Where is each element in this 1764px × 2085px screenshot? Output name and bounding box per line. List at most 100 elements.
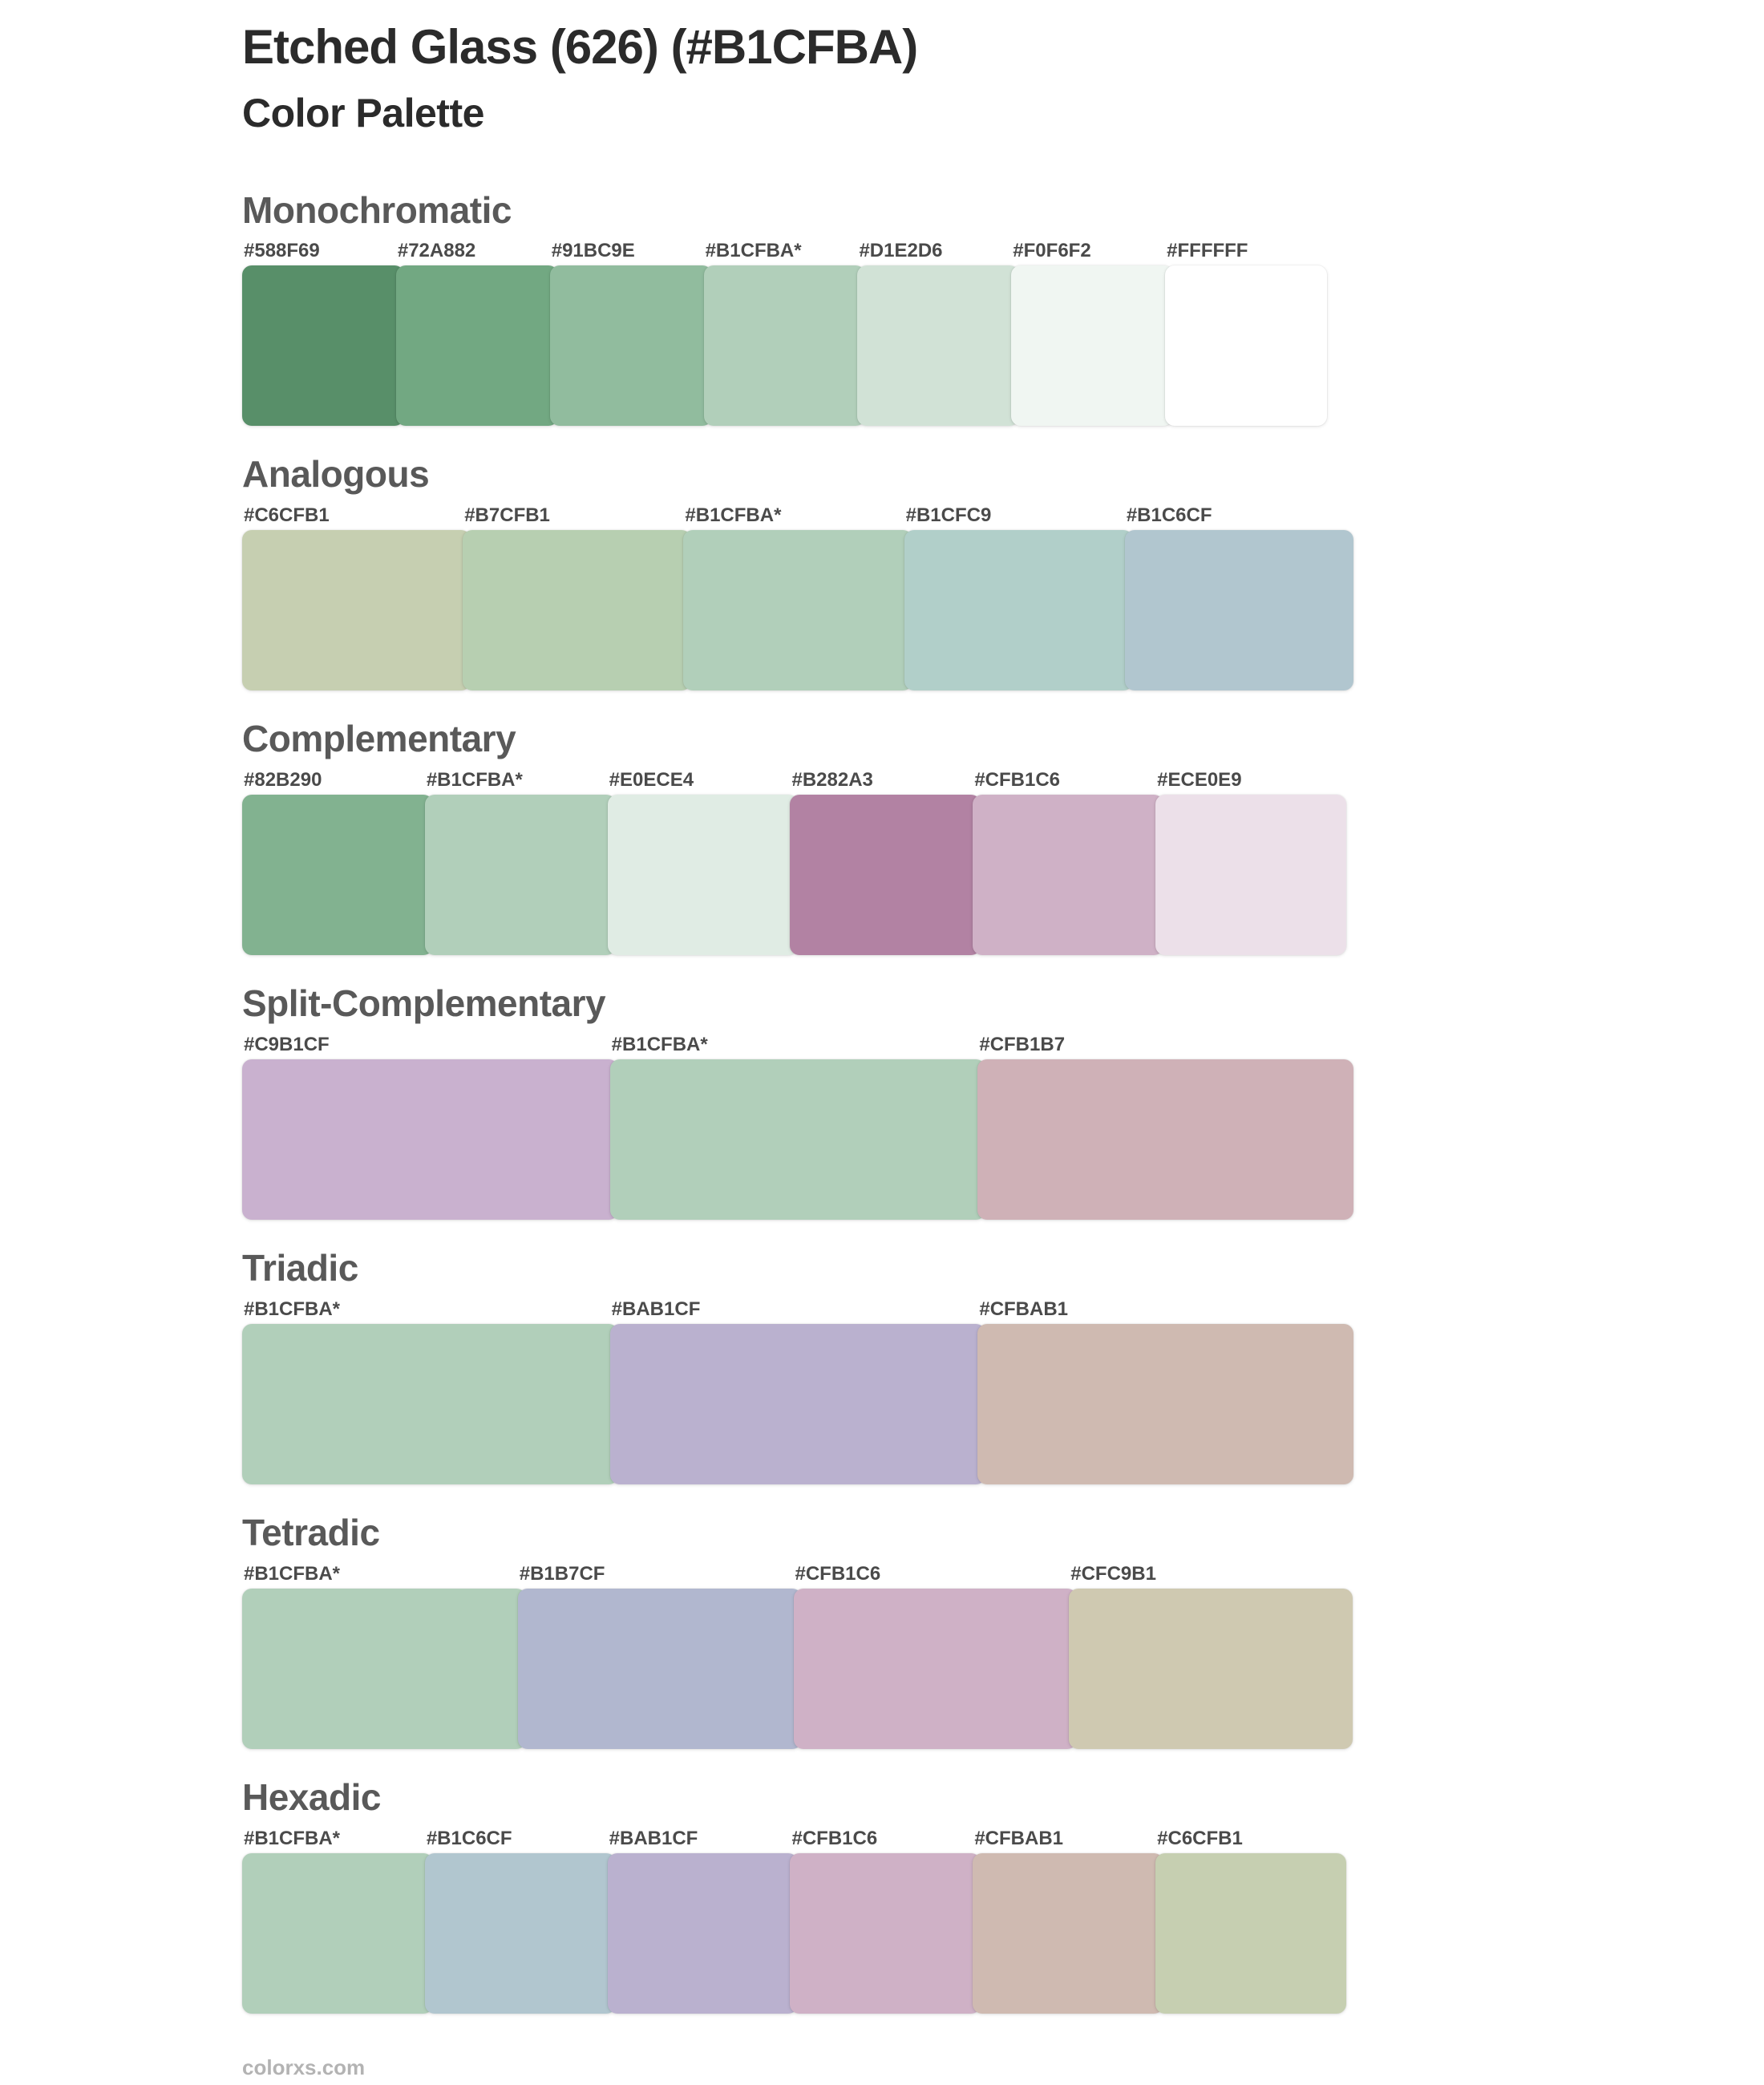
swatch-hex-label: #FFFFFF (1167, 240, 1248, 262)
color-swatch[interactable] (424, 1852, 616, 2014)
palette-section: Analogous #C6CFB1 #B7CFB1 #B1CFBA* #B1CFC9 #… (242, 453, 1445, 691)
swatch-hex-label: #B1CFBA* (244, 1562, 341, 1585)
color-swatch[interactable] (683, 530, 912, 691)
color-swatch[interactable] (517, 1588, 802, 1749)
swatch-row (242, 1588, 1353, 1749)
page-subtitle: Color Palette (242, 91, 484, 136)
color-swatch[interactable] (977, 1323, 1354, 1484)
swatch-hex-label: #B282A3 (791, 769, 873, 791)
swatch-hex-label: #CFB1C6 (791, 1827, 878, 1849)
palette-sections: Monochromatic #588F69 #72A882 #91BC9E #B1CF… (242, 189, 1445, 2014)
palette-section: Monochromatic #588F69 #72A882 #91BC9E #B1CF… (242, 189, 1445, 427)
color-swatch[interactable] (609, 1323, 986, 1484)
swatch-row (242, 1323, 1354, 1484)
swatch-hex-label: #B1CFBA* (685, 504, 782, 527)
color-swatch[interactable] (395, 265, 558, 427)
section-title: Triadic (242, 1247, 358, 1289)
section-title: Monochromatic (242, 188, 512, 231)
swatch-hex-label: #E0ECE4 (609, 769, 694, 791)
swatch-hex-label: #588F69 (244, 240, 320, 262)
swatch-label-row: #588F69 #72A882 #91BC9E #B1CFBA* #D1E2D6 #F0F… (242, 239, 1327, 262)
color-swatch[interactable] (1011, 265, 1174, 427)
color-swatch[interactable] (1155, 1852, 1346, 2014)
color-swatch[interactable] (242, 1588, 526, 1749)
color-swatch[interactable] (607, 1852, 799, 2014)
swatch-label-row: #B1CFBA* #B1C6CF #BAB1CF #CFB1C6 #CFBAB1 #C6C… (242, 1827, 1346, 1850)
color-swatch[interactable] (549, 265, 712, 427)
swatch-hex-label: #82B290 (244, 769, 322, 791)
color-swatch[interactable] (703, 265, 866, 427)
swatch-hex-label: #CFB1C6 (974, 769, 1061, 791)
swatch-hex-label: #B1CFBA* (426, 769, 523, 791)
color-swatch[interactable] (463, 530, 692, 691)
swatch-row (242, 530, 1354, 691)
swatch-hex-label: #B1B7CF (519, 1562, 605, 1585)
swatch-row (242, 1852, 1346, 2014)
palette-section: Triadic #B1CFBA* #BAB1CF #CFBAB1 (242, 1247, 1445, 1484)
swatch-row (242, 795, 1346, 956)
palette-page: Etched Glass (626) (#B1CFBA) Color Palet… (242, 0, 1445, 2080)
color-swatch[interactable] (242, 265, 404, 427)
section-title: Complementary (242, 718, 516, 760)
swatch-hex-label: #B1CFC9 (905, 504, 992, 527)
color-swatch[interactable] (1155, 795, 1346, 956)
color-swatch[interactable] (857, 265, 1020, 427)
swatch-hex-label: #B1CFBA* (244, 1298, 341, 1320)
color-swatch[interactable] (790, 1852, 981, 2014)
swatch-hex-label: #B1C6CF (426, 1827, 512, 1849)
color-swatch[interactable] (1124, 530, 1354, 691)
palette-section: Hexadic #B1CFBA* #B1C6CF #BAB1CF #CFB1C6 #CF… (242, 1776, 1445, 2014)
color-swatch[interactable] (904, 530, 1133, 691)
swatch-label-row: #C9B1CF #B1CFBA* #CFB1B7 (242, 1033, 1353, 1056)
swatch-label-row: #C6CFB1 #B7CFB1 #B1CFBA* #B1CFC9 #B1C6CF (242, 504, 1353, 527)
swatch-hex-label: #ECE0E9 (1157, 769, 1242, 791)
color-swatch[interactable] (242, 1852, 433, 2014)
color-swatch[interactable] (977, 1059, 1354, 1221)
color-swatch[interactable] (1165, 265, 1328, 427)
swatch-hex-label: #CFBAB1 (974, 1827, 1063, 1849)
swatch-label-row: #B1CFBA* #BAB1CF #CFBAB1 (242, 1298, 1353, 1321)
color-swatch[interactable] (607, 795, 799, 956)
color-swatch[interactable] (609, 1059, 986, 1221)
swatch-hex-label: #B1C6CF (1126, 504, 1212, 527)
color-swatch[interactable] (424, 795, 616, 956)
palette-section: Tetradic #B1CFBA* #B1B7CF #CFB1C6 #CFC9B1 (242, 1512, 1445, 1749)
swatch-hex-label: #91BC9E (551, 240, 635, 262)
color-swatch[interactable] (793, 1588, 1078, 1749)
swatch-hex-label: #CFB1B7 (979, 1034, 1066, 1056)
swatch-hex-label: #CFBAB1 (979, 1298, 1069, 1320)
palette-section: Split-Complementary #C9B1CF #B1CFBA* #CFB1… (242, 982, 1445, 1221)
swatch-row (242, 1059, 1354, 1221)
page-title: Etched Glass (626) (#B1CFBA) (242, 20, 918, 74)
swatch-hex-label: #C6CFB1 (1157, 1827, 1243, 1849)
section-title: Tetradic (242, 1511, 380, 1553)
swatch-hex-label: #B7CFB1 (464, 504, 550, 527)
swatch-hex-label: #C9B1CF (244, 1034, 330, 1056)
swatch-label-row: #B1CFBA* #B1B7CF #CFB1C6 #CFC9B1 (242, 1562, 1353, 1585)
section-title: Split-Complementary (242, 982, 606, 1025)
swatch-label-row: #82B290 #B1CFBA* #E0ECE4 #B282A3 #CFB1C6 #ECE… (242, 768, 1346, 791)
color-swatch[interactable] (242, 530, 471, 691)
color-swatch[interactable] (973, 1852, 1164, 2014)
swatch-hex-label: #F0F6F2 (1013, 240, 1091, 262)
color-swatch[interactable] (790, 795, 981, 956)
color-swatch[interactable] (973, 795, 1164, 956)
section-title: Hexadic (242, 1775, 381, 1818)
color-swatch[interactable] (1069, 1588, 1353, 1749)
swatch-hex-label: #CFB1C6 (795, 1562, 881, 1585)
color-swatch[interactable] (242, 795, 433, 956)
swatch-row (242, 265, 1328, 427)
swatch-hex-label: #B1CFBA* (705, 240, 802, 262)
swatch-hex-label: #BAB1CF (611, 1298, 701, 1320)
swatch-hex-label: #D1E2D6 (859, 240, 943, 262)
footer-brand: colorxs.com (242, 2055, 366, 2079)
section-title: Analogous (242, 453, 430, 496)
swatch-hex-label: #B1CFBA* (611, 1034, 708, 1056)
color-swatch[interactable] (242, 1323, 618, 1484)
palette-section: Complementary #82B290 #B1CFBA* #E0ECE4 #B28… (242, 718, 1445, 956)
color-swatch[interactable] (242, 1059, 618, 1221)
swatch-hex-label: #BAB1CF (609, 1827, 698, 1849)
swatch-hex-label: #C6CFB1 (244, 504, 330, 527)
swatch-hex-label: #B1CFBA* (244, 1827, 341, 1849)
swatch-hex-label: #72A882 (397, 240, 476, 262)
